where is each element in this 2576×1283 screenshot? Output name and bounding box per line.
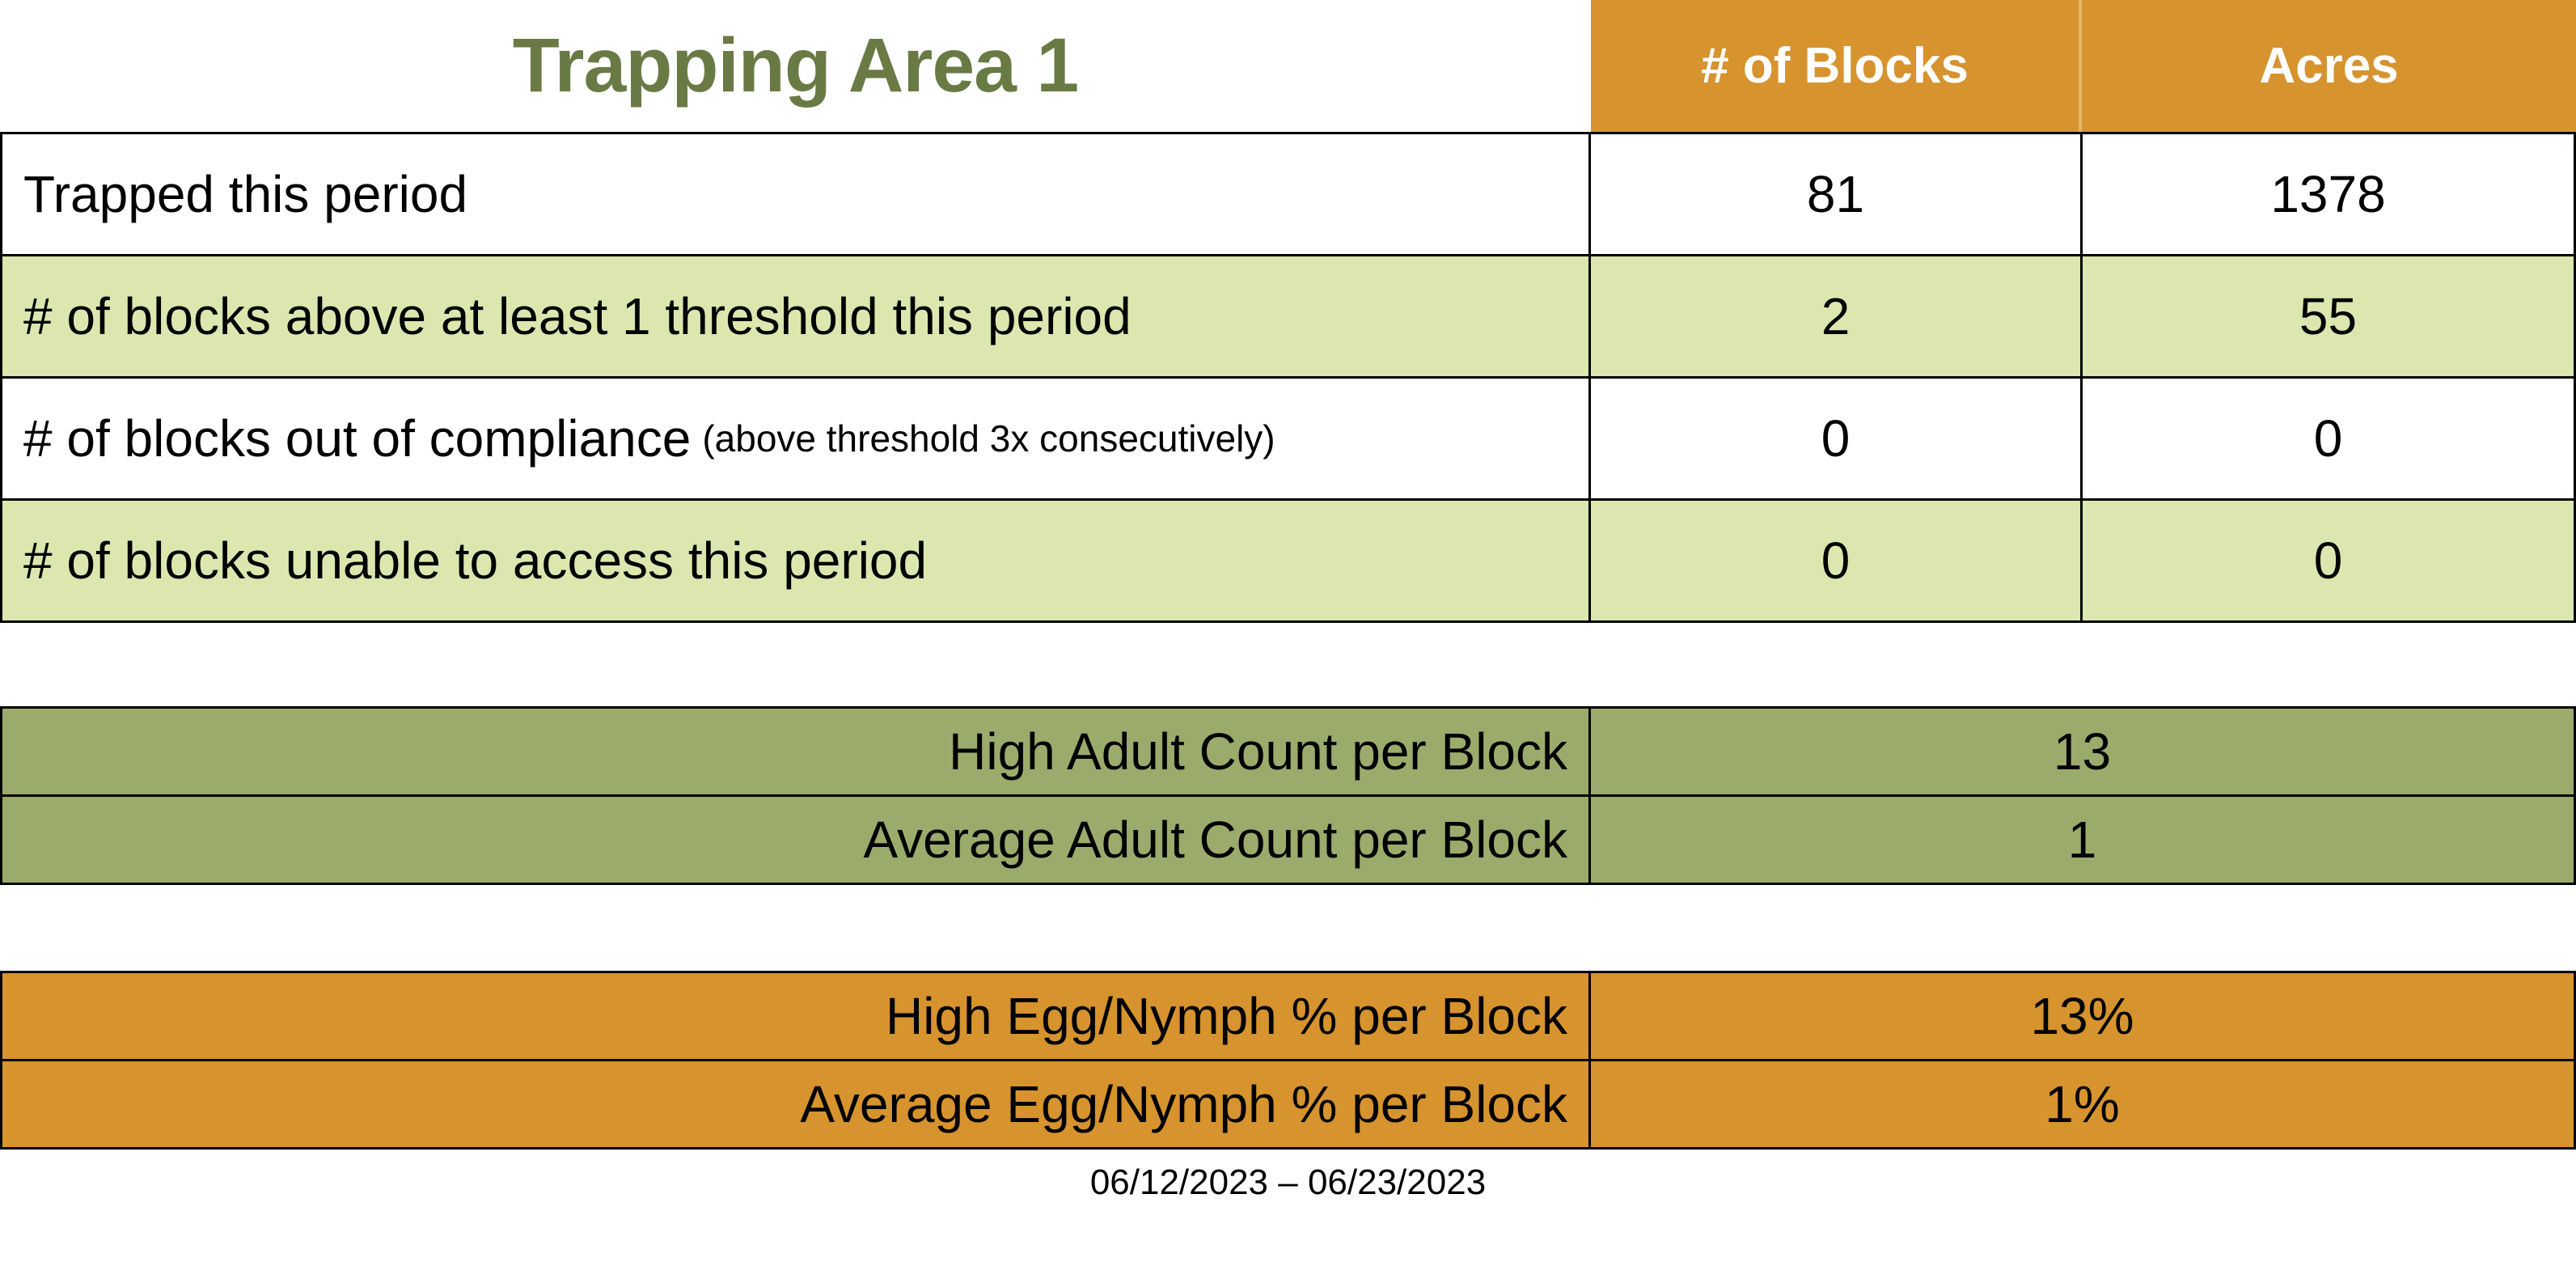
row-label-note: (above threshold 3x consecutively) (702, 417, 1275, 459)
column-header-blocks: # of Blocks (1591, 0, 2082, 132)
row-label-text: Trapped this period (23, 165, 468, 223)
acres-value: 0 (2083, 501, 2574, 620)
header-band: Trapping Area 1 # of Blocks Acres (0, 0, 2576, 132)
egg-nymph-table: High Egg/Nymph % per Block 13% Average E… (0, 971, 2576, 1150)
row-label: High Egg/Nymph % per Block (2, 973, 1588, 1059)
row-label: # of blocks above at least 1 threshold t… (2, 256, 1588, 376)
row-label: High Adult Count per Block (2, 709, 1588, 794)
row-value: 13% (1591, 973, 2574, 1059)
blocks-value: 0 (1591, 379, 2080, 498)
acres-value: 0 (2083, 379, 2574, 498)
row-label-text: # of blocks out of compliance (23, 409, 692, 468)
row-label-text: # of blocks unable to access this period (23, 531, 928, 590)
page-title: Trapping Area 1 (512, 23, 1079, 108)
row-value: 13 (1591, 709, 2574, 794)
acres-value: 55 (2083, 256, 2574, 376)
row-value: 1 (1591, 797, 2574, 883)
row-label: Average Adult Count per Block (2, 797, 1588, 883)
row-label: # of blocks unable to access this period (2, 501, 1588, 620)
row-value: 1% (1591, 1061, 2574, 1147)
date-range: 06/12/2023 – 06/23/2023 (1089, 1162, 1487, 1202)
title-cell: Trapping Area 1 (0, 0, 1591, 132)
row-label: Trapped this period (2, 134, 1588, 254)
row-label: Average Egg/Nymph % per Block (2, 1061, 1588, 1147)
blocks-value: 81 (1591, 134, 2080, 254)
acres-value: 1378 (2083, 134, 2574, 254)
column-header-acres: Acres (2082, 0, 2576, 132)
main-table: Trapped this period 81 1378 # of blocks … (0, 132, 2576, 623)
row-label: # of blocks out of compliance (above thr… (2, 379, 1588, 498)
blocks-value: 2 (1591, 256, 2080, 376)
blocks-value: 0 (1591, 501, 2080, 620)
row-label-text: # of blocks above at least 1 threshold t… (23, 287, 1131, 345)
adult-count-table: High Adult Count per Block 13 Average Ad… (0, 706, 2576, 885)
